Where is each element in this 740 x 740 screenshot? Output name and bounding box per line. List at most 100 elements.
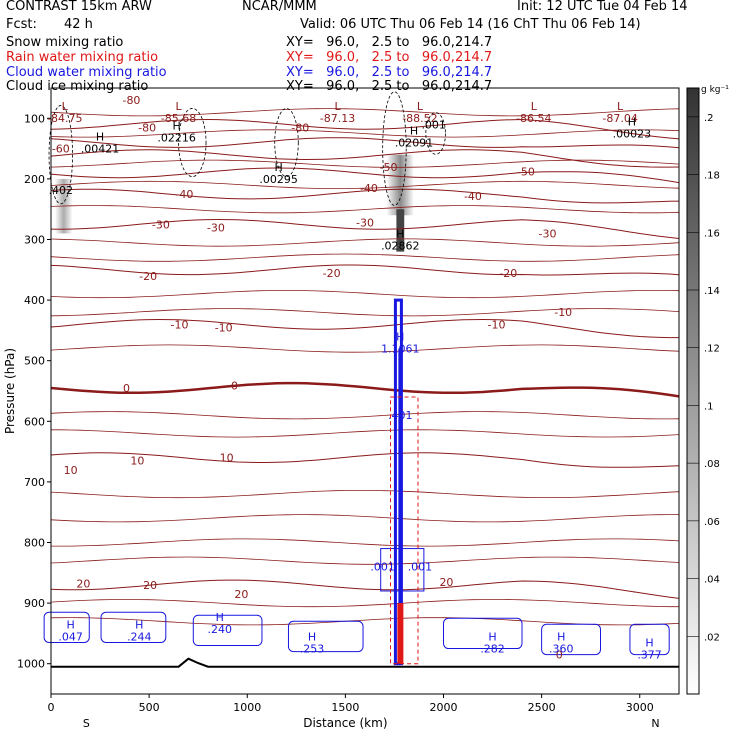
temperature-label: -50 <box>380 161 398 174</box>
cloud-ice-contour <box>425 112 446 155</box>
field-snow: Snow mixing ratio <box>6 35 124 50</box>
y-tick-label: 500 <box>24 355 45 368</box>
extremum-marker: H <box>396 331 404 344</box>
cloud-water-contour <box>43 611 90 643</box>
temperature-contour-minor <box>50 344 680 353</box>
extremum-value: .360 <box>549 642 574 655</box>
temperature-label: 10 <box>220 452 234 465</box>
extremum-marker: H <box>645 637 653 650</box>
temperature-contour--60 <box>50 149 680 168</box>
y-tick-label: 400 <box>24 294 45 307</box>
extremum-value: -85.68 <box>161 112 196 125</box>
init-time: Init: 12 UTC Tue 04 Feb 14 <box>517 0 688 14</box>
temperature-contour--80 <box>50 118 680 140</box>
x-tick-label: 3000 <box>626 701 654 714</box>
xy-rain: XY= 96.0, 2.5 to 96.0,214.7 <box>286 50 493 65</box>
extremum-marker: H <box>275 161 283 174</box>
temperature-label: 20 <box>439 576 453 589</box>
temperature-contour-minor <box>50 253 680 262</box>
y-tick-label: 100 <box>24 112 45 125</box>
center-name: NCAR/MMM <box>242 0 317 14</box>
temperature-label: 20 <box>143 579 157 592</box>
extremum-marker: L <box>62 100 69 113</box>
colorbar-tick-label: .16 <box>704 228 720 239</box>
contour-label: .001 <box>421 118 446 131</box>
colorbar-tick-label: .02 <box>704 632 720 643</box>
x-tick-label: 1500 <box>331 701 359 714</box>
y-tick-label: 700 <box>24 476 45 489</box>
extremum-value: .02216 <box>157 132 196 145</box>
temperature-contour-minor <box>50 617 680 626</box>
colorbar-tick-label: .18 <box>704 171 720 182</box>
temperature-label: -80 <box>122 94 140 107</box>
temperature-label: -20 <box>139 270 157 283</box>
temperature-contour-minor <box>50 159 680 168</box>
temperature-contour-0 <box>50 381 680 398</box>
extremum-value: .244 <box>127 630 152 643</box>
y-tick-label: 900 <box>24 597 45 610</box>
snow-shading <box>386 154 415 216</box>
y-tick-label: 600 <box>24 415 45 428</box>
temperature-contour--30 <box>50 218 680 239</box>
cloud-water-contour <box>100 611 167 643</box>
extremum-value: .02862 <box>381 240 420 253</box>
model-name: CONTRAST 15km ARW <box>6 0 152 14</box>
colorbar-tick-label: .1 <box>704 401 714 412</box>
fcst-value: 42 h <box>64 17 93 32</box>
extremum-value: -87.04 <box>602 112 637 125</box>
extremum-value: .00023 <box>613 127 652 140</box>
temperature-contour-minor <box>50 490 680 499</box>
extremum-marker: H <box>135 618 143 631</box>
temperature-contour-minor <box>51 429 680 438</box>
extremum-value: .377 <box>637 649 662 662</box>
plot-frame <box>50 87 680 695</box>
temperature-label: 0 <box>123 382 130 395</box>
temperature-label: 10 <box>130 455 144 468</box>
extremum-value: -86.54 <box>516 112 551 125</box>
temperature-label: -80 <box>291 121 309 134</box>
y-tick-label: 300 <box>24 234 45 247</box>
temperature-contour-minor <box>50 289 680 299</box>
extremum-marker: L <box>617 100 624 113</box>
temperature-contour-minor <box>51 538 680 547</box>
extremum-marker: H <box>96 131 104 144</box>
temperature-label: -30 <box>356 217 374 230</box>
temperature-label: -60 <box>52 143 70 156</box>
colorbar-tick-label: .14 <box>704 286 720 297</box>
extremum-marker: H <box>66 618 74 631</box>
y-tick-label: 1000 <box>17 658 45 671</box>
temperature-label: -30 <box>207 221 225 234</box>
x-axis-label: Distance (km) <box>303 716 387 730</box>
temperature-label: -50 <box>517 166 535 179</box>
extremum-value: .282 <box>480 642 505 655</box>
rain-water-core <box>397 603 404 664</box>
temperature-label: 20 <box>234 588 248 601</box>
colorbar-tick-label: .12 <box>704 344 720 355</box>
extremum-value: .047 <box>58 630 83 643</box>
cloud-ice-contour <box>274 108 299 178</box>
x-tick-label: 2000 <box>430 701 458 714</box>
temperature-label: -30 <box>152 218 170 231</box>
y-tick-label: 800 <box>24 537 45 550</box>
x-tick-label: 1000 <box>233 701 261 714</box>
temperature-label: -40 <box>360 182 378 195</box>
temperature-contour-minor <box>50 238 680 247</box>
temperature-label: -30 <box>539 227 557 240</box>
temperature-contour--10 <box>50 318 679 339</box>
extremum-marker: H <box>410 124 418 137</box>
temperature-label: -20 <box>499 267 517 280</box>
temperature-label: -20 <box>323 267 341 280</box>
xy-snow: XY= 96.0, 2.5 to 96.0,214.7 <box>286 35 493 50</box>
valid-time: Valid: 06 UTC Thu 06 Feb 14 (16 ChT Thu … <box>300 17 641 32</box>
temperature-contour-20 <box>50 579 680 599</box>
cloud-water-contour <box>380 548 425 592</box>
extremum-value: 1.1061 <box>381 343 420 356</box>
colorbar <box>686 87 700 695</box>
cloud-water-contour <box>192 614 263 647</box>
temperature-contour--50 <box>50 167 680 184</box>
cloud-ice-contour <box>382 91 407 206</box>
y-tick-label: 200 <box>24 173 45 186</box>
colorbar-tick-label: .06 <box>704 517 720 528</box>
x-tick-label: 2500 <box>528 701 556 714</box>
